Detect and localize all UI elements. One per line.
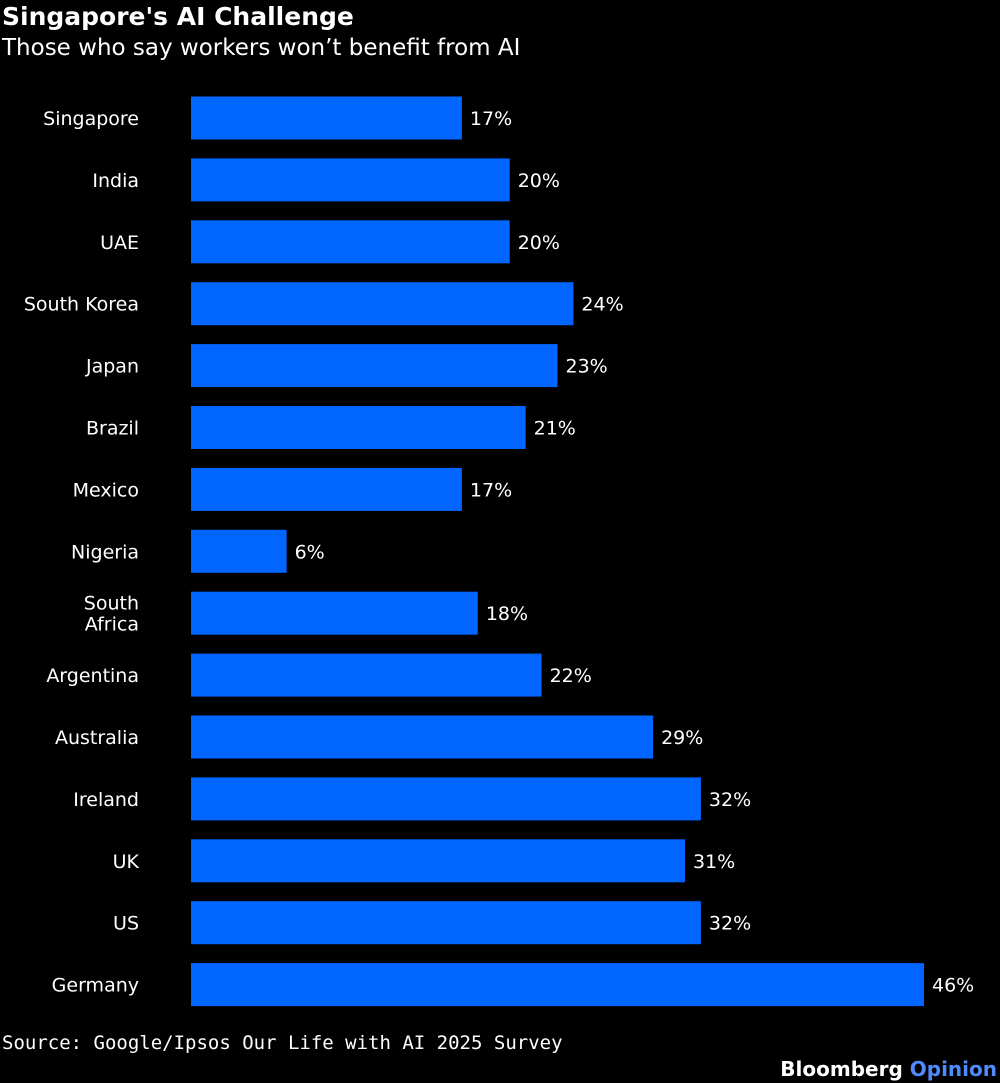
brand-logo: Bloomberg Opinion	[780, 1057, 997, 1081]
value-label: 6%	[295, 541, 325, 563]
bar-us	[191, 901, 701, 945]
category-label: Nigeria	[71, 541, 139, 563]
category-label-line: India	[92, 170, 139, 192]
category-label: Japan	[85, 356, 139, 378]
category-label: US	[113, 913, 139, 935]
category-label-line: Germany	[52, 975, 139, 997]
category-label: South Korea	[24, 294, 139, 316]
value-label: 20%	[518, 232, 560, 254]
bar-uk	[191, 839, 685, 883]
bar-india	[191, 158, 510, 202]
category-label: UAE	[100, 232, 139, 254]
category-label: South Africa	[84, 593, 139, 636]
category-label: Germany	[52, 975, 139, 997]
category-label: Mexico	[73, 479, 139, 501]
category-label-line: Japan	[85, 356, 139, 378]
brand-name: Bloomberg	[780, 1057, 903, 1081]
category-label-line: Africa	[85, 614, 139, 636]
bar-japan	[191, 344, 558, 388]
category-label: Singapore	[43, 108, 139, 130]
category-label-line: Nigeria	[71, 541, 139, 563]
category-label-line: UAE	[100, 232, 139, 254]
bar-south-africa	[191, 591, 478, 635]
category-label-line: US	[113, 913, 139, 935]
value-label: 24%	[581, 294, 623, 316]
category-label-line: Ireland	[73, 789, 139, 811]
category-label: Australia	[55, 727, 139, 749]
source-note: Source: Google/Ipsos Our Life with AI 20…	[2, 1032, 563, 1054]
value-label: 23%	[566, 356, 608, 378]
bar-south-korea	[191, 282, 574, 326]
value-label: 31%	[693, 851, 735, 873]
bar-germany	[191, 963, 924, 1007]
category-label: Ireland	[73, 789, 139, 811]
category-label-line: Australia	[55, 727, 139, 749]
bar-uae	[191, 220, 510, 264]
bar-singapore	[191, 96, 462, 140]
value-label: 17%	[470, 108, 512, 130]
chart-title: Singapore's AI Challenge	[2, 2, 354, 31]
category-label-line: South Korea	[24, 294, 139, 316]
value-label: 17%	[470, 479, 512, 501]
category-label: India	[92, 170, 139, 192]
category-label: UK	[113, 851, 140, 873]
bars-group: 17% Singapore 20% India 20% UAE 24% South Korea…	[24, 96, 974, 1007]
bar-australia	[191, 715, 654, 759]
category-label-line: South	[84, 593, 139, 615]
category-label-line: Singapore	[43, 108, 139, 130]
value-label: 21%	[534, 418, 576, 440]
bar-brazil	[191, 406, 526, 449]
brand-section: Opinion	[909, 1057, 997, 1081]
bar-ireland	[191, 777, 701, 821]
value-label: 46%	[932, 975, 974, 997]
value-label: 22%	[550, 665, 592, 687]
value-label: 32%	[709, 789, 751, 811]
category-label-line: Brazil	[86, 418, 139, 440]
category-label: Brazil	[86, 418, 139, 440]
bar-nigeria	[191, 529, 287, 573]
category-label-line: Argentina	[46, 665, 139, 687]
bar-mexico	[191, 467, 462, 511]
chart-subtitle: Those who say workers won’t benefit from…	[2, 35, 521, 61]
category-label-line: Mexico	[73, 479, 139, 501]
category-label: Argentina	[46, 665, 139, 687]
bar-chart: 17% Singapore 20% India 20% UAE 24% South Korea…	[24, 96, 974, 1007]
category-label-line: UK	[113, 851, 140, 873]
value-label: 18%	[486, 603, 528, 625]
value-label: 32%	[709, 913, 751, 935]
value-label: 20%	[518, 170, 560, 192]
value-label: 29%	[661, 727, 703, 749]
bar-argentina	[191, 653, 542, 697]
